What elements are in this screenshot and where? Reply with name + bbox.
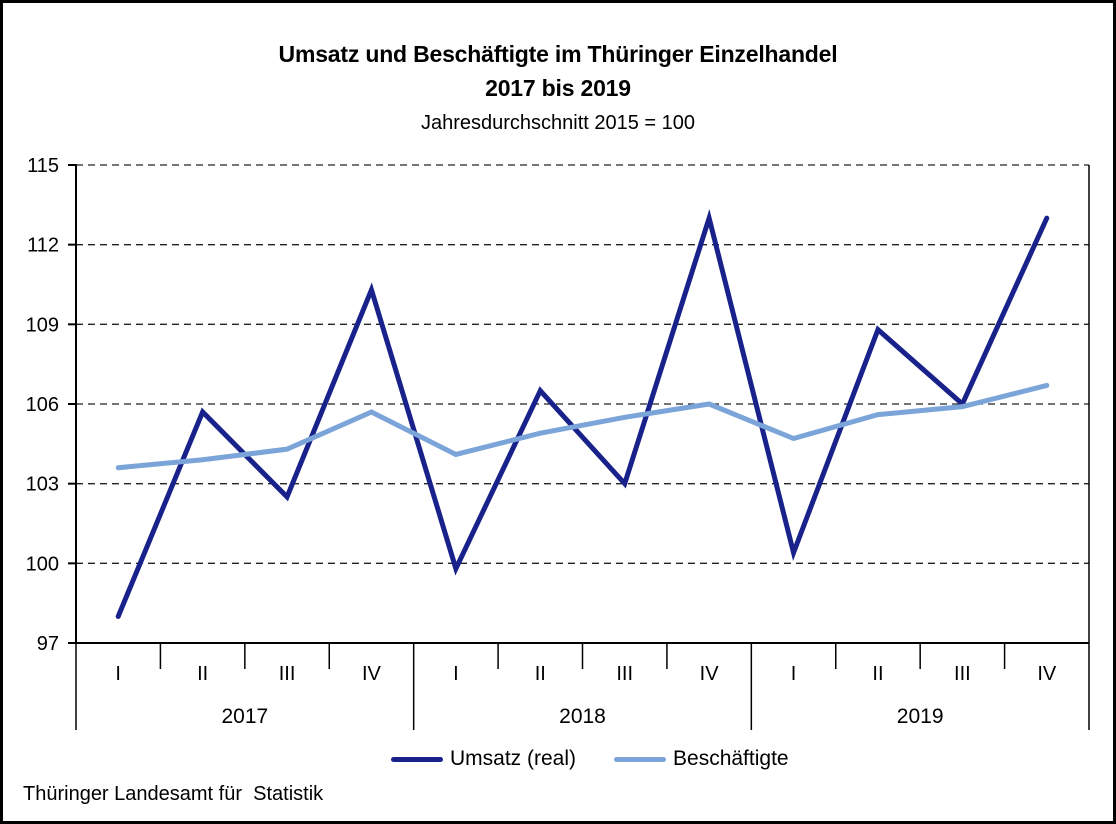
- series-line-beschaeftigte: [115, 382, 1050, 471]
- chart-title-line1: Umsatz und Beschäftigte im Thüringer Ein…: [278, 41, 838, 67]
- y-axis-tick-label: 115: [27, 155, 59, 177]
- chart-title-line2: 2017 bis 2019: [485, 75, 631, 101]
- x-axis-quarter-label: IV: [362, 663, 382, 685]
- x-axis-quarter-label: III: [279, 663, 296, 685]
- legend-item-beschaeftigte: Beschäftigte: [614, 747, 789, 771]
- x-axis-quarter-label: III: [954, 663, 971, 685]
- x-axis-year-label: 2017: [221, 705, 268, 728]
- x-axis-quarter-label: II: [872, 663, 883, 685]
- chart-legend: Umsatz (real) Beschäftigte: [391, 747, 789, 771]
- y-axis-tick-label: 109: [26, 314, 59, 336]
- legend-label-beschaeftigte: Beschäftigte: [673, 747, 789, 770]
- legend-label-umsatz: Umsatz (real): [450, 747, 577, 770]
- chart-subtitle: Jahresdurchschnitt 2015 = 100: [420, 112, 696, 134]
- umsatz-line-swatch-icon: [391, 756, 443, 762]
- source-attribution: Thüringer Landesamt für Statistik: [23, 783, 324, 805]
- y-axis-tick-label: 103: [26, 474, 59, 496]
- legend-item-umsatz: Umsatz (real): [391, 747, 576, 771]
- x-axis-quarter-label: IV: [1037, 663, 1057, 685]
- x-axis-quarter-label: I: [115, 663, 121, 685]
- beschaeftigte-line-swatch-icon: [614, 756, 667, 762]
- x-axis-year-label: 2018: [559, 705, 606, 728]
- x-axis-quarter-label: II: [535, 663, 546, 685]
- x-axis-quarter-label: I: [453, 663, 459, 685]
- chart-header: Umsatz und Beschäftigte im Thüringer Ein…: [3, 37, 1113, 136]
- y-axis-tick-label: 112: [27, 235, 59, 257]
- y-axis-tick-label: 97: [37, 633, 59, 655]
- series-line-umsatz: [115, 208, 1050, 619]
- x-axis-year-label: 2019: [897, 705, 944, 728]
- x-axis-quarter-label: IV: [700, 663, 720, 685]
- y-axis-tick-label: 100: [26, 553, 59, 575]
- x-axis-quarter-label: III: [616, 663, 633, 685]
- x-axis-quarter-label: I: [791, 663, 797, 685]
- x-axis-quarter-label: II: [197, 663, 208, 685]
- y-axis-tick-label: 106: [26, 394, 59, 416]
